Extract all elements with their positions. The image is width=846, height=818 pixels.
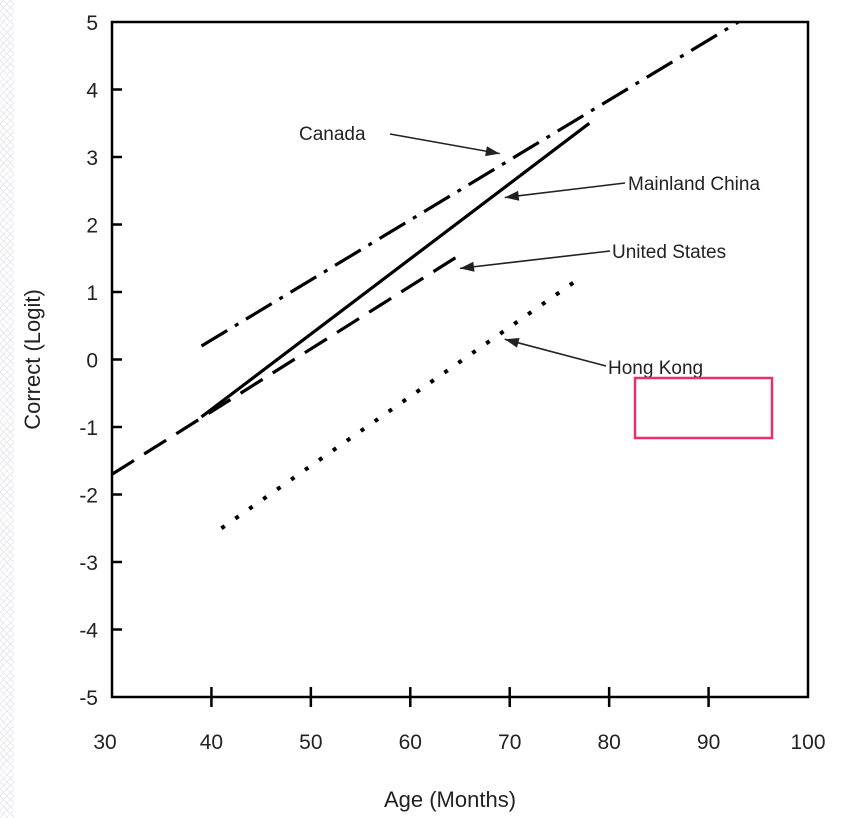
x-tick-label: 80 [597,731,620,754]
y-tick-label: -3 [79,552,98,575]
x-axis-ticks: 30 40 50 60 70 80 90 100 [93,687,826,754]
y-tick-label: 2 [86,215,98,238]
arrow-mainland-china [504,182,626,199]
y-tick-label: 4 [86,80,98,103]
y-tick-label: 3 [86,147,98,170]
arrowhead-hong-kong [504,337,520,348]
y-tick-label: 5 [86,12,98,35]
x-tick-label: 50 [299,731,322,754]
y-tick-label: 1 [86,282,98,305]
y-tick-label: 0 [86,350,98,373]
page-edge-pattern [0,0,14,818]
series-line-canada [200,22,740,348]
y-axis-title: Correct (Logit) [20,289,45,430]
arrow-united-states [459,250,611,270]
series-annotations: Canada Mainland China United States Hong Ko… [299,124,760,379]
y-tick-label: -5 [79,687,98,710]
x-axis-title: Age (Months) [384,787,516,812]
y-tick-label: -4 [79,620,98,643]
y-axis-ticks: 5 4 3 2 1 0 -1 -2 -3 -4 -5 [79,12,122,710]
x-tick-label: 30 [93,731,116,754]
label-united-states: United States [612,242,726,263]
label-mainland-china: Mainland China [628,174,760,195]
label-canada: Canada [299,124,366,145]
x-tick-label: 90 [697,731,720,754]
arrow-hong-kong [504,338,607,367]
arrowhead-mainland-china [504,190,520,201]
y-tick-label: -2 [79,485,98,508]
series-line-hong-kong [220,276,581,530]
series-lines [112,22,740,530]
x-tick-label: 60 [399,731,422,754]
series-line-mainland-china [200,122,591,419]
series-line-united-states [112,253,461,476]
x-tick-label: 70 [498,731,521,754]
x-tick-label: 40 [200,731,223,754]
arrow-canada [389,133,500,155]
y-tick-label: -1 [79,417,98,440]
arrowhead-canada [485,146,500,157]
highlight-box [633,376,774,440]
x-tick-label: 100 [790,731,825,754]
arrowhead-united-states [460,261,475,272]
label-hong-kong: Hong Kong [608,358,703,379]
